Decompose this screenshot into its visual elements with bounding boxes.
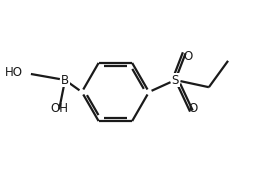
Text: S: S xyxy=(172,73,179,87)
Text: B: B xyxy=(61,73,69,87)
Text: O: O xyxy=(184,50,193,63)
Text: OH: OH xyxy=(50,102,68,115)
Text: HO: HO xyxy=(5,66,23,79)
Text: O: O xyxy=(189,102,198,115)
